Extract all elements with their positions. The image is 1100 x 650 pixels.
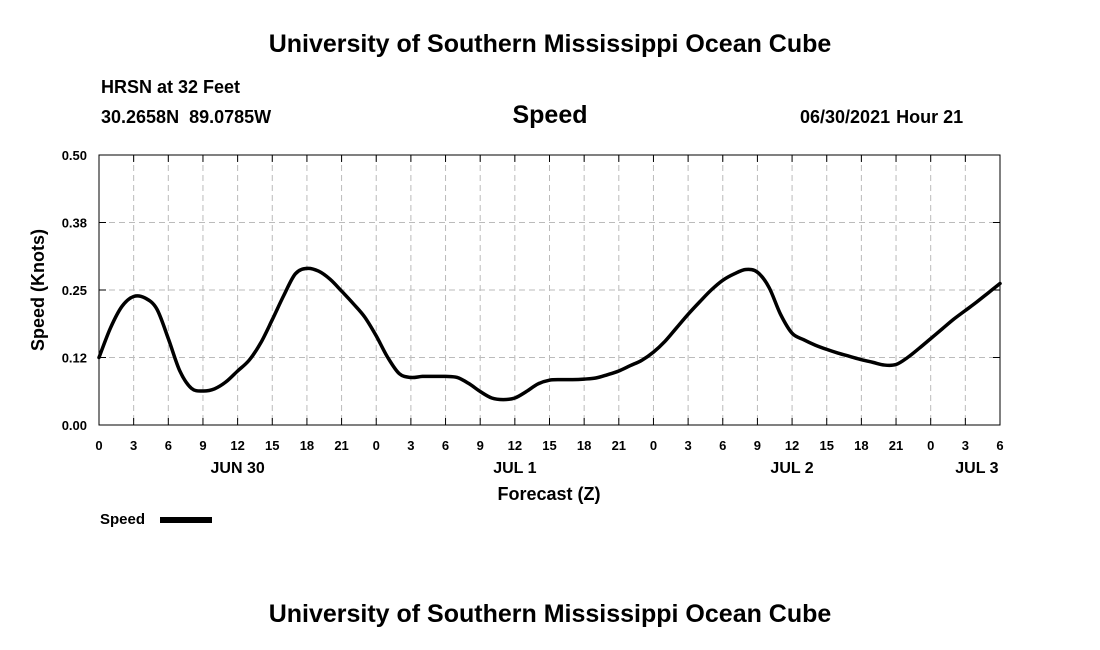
x-tick-label: 6 xyxy=(719,438,726,453)
y-tick-label: 0.12 xyxy=(62,351,87,366)
bottom-title: University of Southern Mississippi Ocean… xyxy=(268,600,832,628)
latitude: 30.2658N xyxy=(101,107,180,127)
x-tick-labels: 0 3 6 9 12 15 18 21 0 3 6 9 12 15 18 21 0 3 6 9 12 15 18 21 0 3 6 xyxy=(95,438,1003,453)
x-tick-label: 9 xyxy=(754,438,761,453)
x-tick-label: 0 xyxy=(95,438,102,453)
x-tick-label: 9 xyxy=(477,438,484,453)
x-tick-label: 0 xyxy=(927,438,934,453)
day-label: JUL 2 xyxy=(770,460,813,477)
x-tick-label: 9 xyxy=(199,438,206,453)
x-tick-label: 21 xyxy=(612,438,626,453)
y-tick-label: 0.25 xyxy=(62,283,87,298)
legend-label: Speed xyxy=(100,511,145,528)
day-labels: JUN 30 JUL 1 JUL 2 JUL 3 xyxy=(210,460,998,477)
x-tick-label: 6 xyxy=(996,438,1003,453)
x-tick-label: 18 xyxy=(577,438,591,453)
x-tick-label: 3 xyxy=(684,438,691,453)
day-label: JUL 3 xyxy=(955,460,998,477)
x-tick-label: 3 xyxy=(962,438,969,453)
x-tick-label: 15 xyxy=(265,438,279,453)
speed-series-line xyxy=(97,266,1002,402)
y-tick-labels: 0.00 0.12 0.25 0.38 0.50 xyxy=(62,148,87,433)
y-tick-label: 0.50 xyxy=(62,148,87,163)
day-label: JUN 30 xyxy=(210,460,264,477)
y-tick-label: 0.00 xyxy=(62,418,87,433)
y-axis-title: Speed (Knots) xyxy=(28,229,48,351)
x-tick-label: 12 xyxy=(785,438,799,453)
x-tick-label: 12 xyxy=(230,438,244,453)
ticks xyxy=(98,154,1001,426)
x-tick-label: 6 xyxy=(442,438,449,453)
x-tick-label: 15 xyxy=(542,438,556,453)
x-tick-label: 21 xyxy=(889,438,903,453)
x-axis-title: Forecast (Z) xyxy=(497,484,600,504)
x-tick-label: 18 xyxy=(300,438,314,453)
x-tick-label: 18 xyxy=(854,438,868,453)
x-tick-label: 12 xyxy=(508,438,522,453)
chart-heading: Speed xyxy=(512,101,588,129)
grid xyxy=(99,155,1000,425)
forecast-hour: Hour 21 xyxy=(896,107,964,127)
legend-swatch xyxy=(160,517,212,523)
longitude: 89.0785W xyxy=(189,107,272,127)
x-tick-label: 3 xyxy=(130,438,137,453)
x-tick-label: 15 xyxy=(819,438,833,453)
station-name: HRSN at 32 Feet xyxy=(101,77,241,97)
forecast-timestamp: 06/30/2021 Hour 21 xyxy=(800,107,963,128)
top-title: University of Southern Mississippi Ocean… xyxy=(268,30,832,58)
x-tick-label: 3 xyxy=(407,438,414,453)
x-tick-label: 0 xyxy=(650,438,657,453)
x-tick-label: 21 xyxy=(334,438,348,453)
y-tick-label: 0.38 xyxy=(62,216,87,231)
x-tick-label: 6 xyxy=(165,438,172,453)
forecast-date: 06/30/2021 xyxy=(800,107,891,127)
x-tick-label: 0 xyxy=(373,438,380,453)
day-label: JUL 1 xyxy=(493,460,536,477)
station-coordinates: 30.2658N 89.0785W xyxy=(101,107,271,128)
